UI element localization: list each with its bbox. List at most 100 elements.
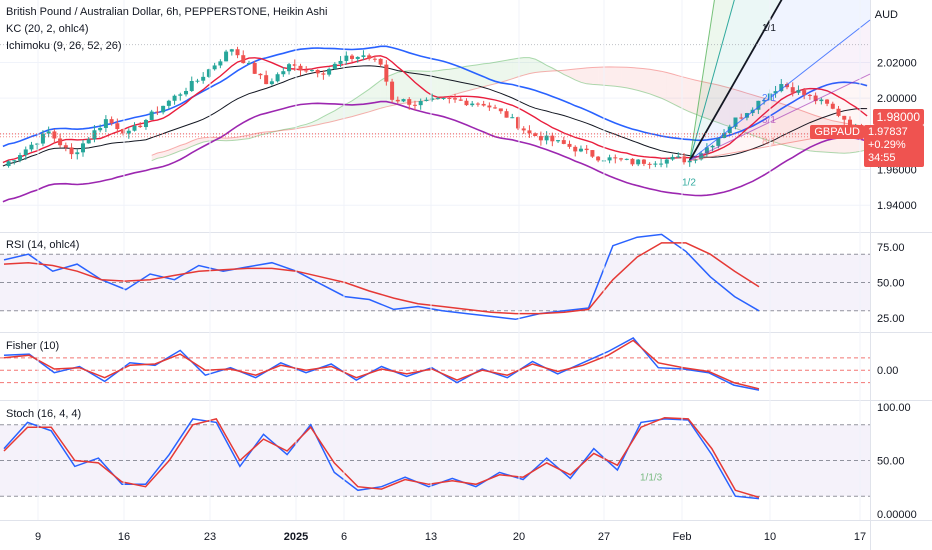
candle-body [825,99,830,104]
ichimoku-legend[interactable]: Ichimoku (9, 26, 52, 26) [6,40,122,52]
candle-body [636,159,641,165]
candle-body [493,107,498,109]
candle-body [344,55,349,61]
candle-body [453,98,458,100]
ichimoku-cloud-segment [340,103,347,120]
ichimoku-cloud-segment [787,105,793,148]
candle-body [779,84,784,92]
candle-body [681,156,686,163]
ichimoku-cloud-segment [540,61,547,72]
candle-body [224,51,229,62]
ichimoku-cloud-segment [163,149,169,158]
candle-body [670,156,675,160]
osc-series-line [3,416,760,499]
osc-ytick-label: 0.00000 [877,509,917,521]
candle-body [143,119,148,128]
ichimoku-cloud-segment [191,138,198,147]
rsi-legend[interactable]: RSI (14, ohlc4) [6,239,80,251]
ichimoku-cloud-segment [741,91,747,133]
x-tick-label: 23 [204,531,216,543]
kc-legend[interactable]: KC (20, 2, ohlc4) [6,23,89,35]
ichimoku-cloud-segment [506,59,513,81]
ichimoku-cloud-segment [523,57,530,76]
candle-body [401,99,406,102]
candle-body [521,128,526,131]
ichimoku-cloud-segment [621,67,627,88]
candle-body [258,73,263,76]
price-change: +0.29% [868,139,906,151]
ichimoku-cloud-segment [180,143,187,151]
candle-body [407,99,412,105]
candle-body [350,55,355,59]
osc-ytick-label: 50.00 [877,278,905,290]
ichimoku-cloud-segment [701,81,707,119]
x-tick-label: 6 [341,531,347,543]
candle-body [218,61,223,66]
candle-body [292,64,297,66]
ichimoku-cloud-segment [535,59,541,73]
candle-body [515,117,520,129]
ichimoku-cloud-segment [157,151,164,159]
osc-series-line [3,339,760,390]
candle-body [435,98,440,100]
senkou-span-b [151,66,868,156]
ichimoku-cloud-segment [615,66,622,87]
ichimoku-cloud-segment [569,69,576,80]
level-price-tag: 1.98000 [872,109,924,125]
last-price: 1.97837 [868,126,908,138]
ichimoku-cloud-segment [683,77,690,112]
candle-body [527,130,532,134]
candle-body [567,143,572,147]
ichimoku-cloud-segment [649,69,656,96]
candle-body [18,155,23,161]
osc-series-line [3,418,760,500]
candle-body [624,158,629,160]
candle-body [430,98,435,100]
candle-body [6,161,11,167]
candle-body [58,138,63,146]
candle-body [785,84,790,88]
ichimoku-cloud-segment [512,58,518,79]
ichimoku-cloud-segment [678,75,684,110]
candle-body [619,158,624,160]
candle-body [287,64,292,72]
ichimoku-cloud-segment [363,89,370,114]
gann-fan-line [689,19,871,162]
ichimoku-cloud-segment [558,70,564,75]
candle-body [819,99,824,102]
ichimoku-cloud-segment [443,69,450,98]
osc-ytick-label: 25.00 [877,313,905,325]
ichimoku-cloud-segment [437,69,444,99]
candle-body [189,81,194,91]
ichimoku-cloud-segment [460,66,467,93]
candle-body [447,97,452,99]
candle-body [544,135,549,141]
candle-body [704,147,709,154]
ichimoku-cloud-segment [374,80,381,111]
ichimoku-cloud-segment [638,68,644,93]
candle-body [269,81,274,85]
ichimoku-cloud-segment [455,67,461,95]
main-ytick-label: 2.00000 [877,93,917,105]
candle-body [813,95,818,102]
candle-body [327,68,332,75]
candle-body [659,163,664,165]
ichimoku-cloud-segment [580,67,587,84]
candle-body [458,99,463,101]
candle-body [298,65,303,71]
candle-body [556,140,561,142]
stoch-legend[interactable]: Stoch (16, 4, 4) [6,408,82,420]
candle-body [395,99,400,102]
candle-body [35,143,40,145]
candle-body [63,145,68,148]
osc-ytick-label: 100.00 [877,402,911,414]
candle-body [699,153,704,160]
candle-body [710,145,715,148]
candle-body [275,74,280,82]
fisher-legend[interactable]: Fisher (10) [6,340,60,352]
ichimoku-cloud-segment [552,67,559,72]
ichimoku-cloud-segment [220,137,227,141]
osc-series-line [3,337,760,391]
bar-countdown: 34:55 [868,152,896,164]
